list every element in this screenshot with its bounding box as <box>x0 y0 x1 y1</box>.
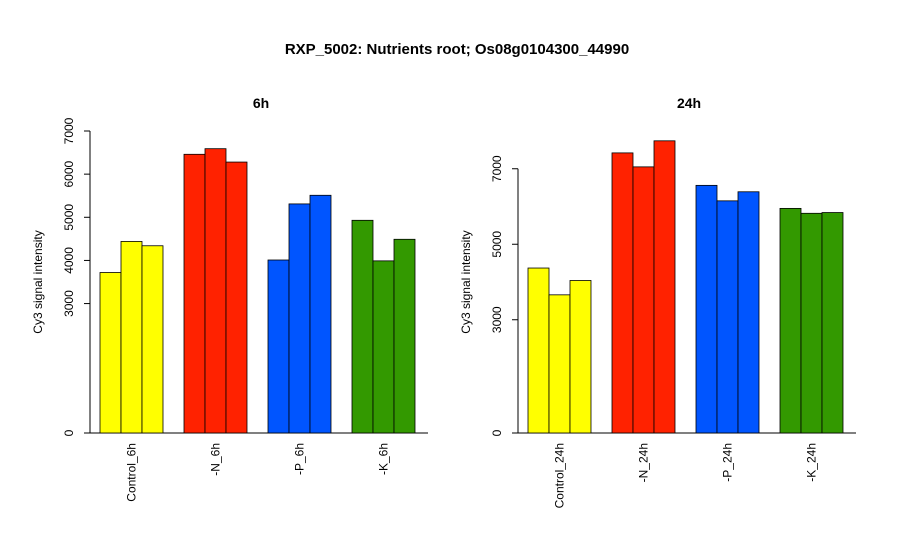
bar <box>120 241 143 434</box>
bar <box>99 272 122 434</box>
x-group-label: -P_6h <box>293 443 307 475</box>
y-tick-label: 6000 <box>62 160 76 187</box>
panels: 6h Cy3 signal intensity 0 3000 4000 5000 6000 7… <box>31 95 856 508</box>
y-tick-label: 5000 <box>62 204 76 231</box>
y-tick-label: 3000 <box>62 290 76 317</box>
panel-title: 24h <box>677 95 701 111</box>
bar <box>372 260 395 434</box>
bar <box>779 207 802 434</box>
bar <box>695 184 718 434</box>
bar <box>716 200 739 434</box>
x-group-label: Control_6h <box>125 443 139 502</box>
x-group-label: -K_6h <box>377 443 391 475</box>
bar <box>183 153 206 434</box>
y-tick-label: 5000 <box>490 231 504 258</box>
bar <box>737 191 760 434</box>
panel-title: 6h <box>253 95 269 111</box>
bar <box>351 219 374 434</box>
y-tick-label: 7000 <box>62 117 76 144</box>
bar <box>653 140 676 434</box>
y-axis-label: Cy3 signal intensity <box>31 230 45 333</box>
chart-panel-1: 24h Cy3 signal intensity 0 3000 5000 7000 Cont… <box>459 95 856 508</box>
y-tick-label: 0 <box>62 429 76 436</box>
main-title: RXP_5002: Nutrients root; Os08g0104300_4… <box>285 41 629 58</box>
chart-panel-0: 6h Cy3 signal intensity 0 3000 4000 5000 6000 7… <box>31 95 428 502</box>
x-group-label: -N_24h <box>637 443 651 482</box>
bar <box>569 280 592 434</box>
bar <box>821 212 844 434</box>
bar <box>267 259 290 434</box>
bar <box>632 166 655 434</box>
bar <box>611 152 634 434</box>
x-group-label: Control_24h <box>553 443 567 508</box>
bar <box>548 294 571 434</box>
x-group-label: -P_24h <box>721 443 735 482</box>
bar <box>527 267 550 434</box>
y-tick-label: 3000 <box>490 306 504 333</box>
bar <box>393 238 416 434</box>
x-group-label: -N_6h <box>209 443 223 476</box>
bar <box>288 203 311 434</box>
y-tick-label: 4000 <box>62 247 76 274</box>
bar <box>309 194 332 434</box>
y-tick-label: 7000 <box>490 155 504 182</box>
y-tick-label: 0 <box>490 429 504 436</box>
bar <box>800 212 823 434</box>
bar <box>204 148 227 434</box>
y-axis-label: Cy3 signal intensity <box>459 230 473 333</box>
x-group-label: -K_24h <box>805 443 819 482</box>
bar <box>225 161 248 434</box>
bar <box>141 245 164 434</box>
